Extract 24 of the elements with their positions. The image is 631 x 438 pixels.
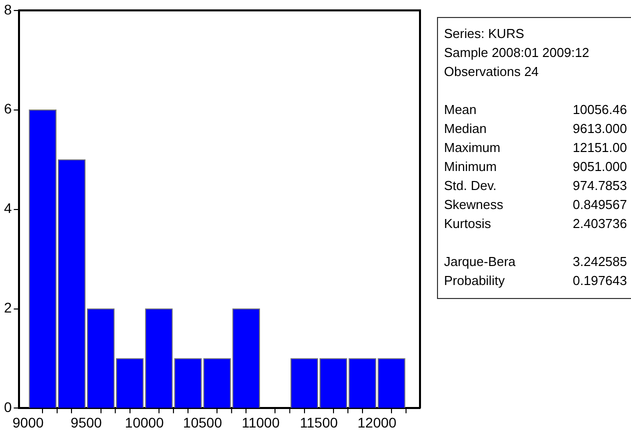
y-tick-label: 8 [4, 1, 12, 18]
x-tick-label: 10000 [124, 414, 164, 430]
text: Mean 10056.46 [444, 102, 627, 117]
y-tick-label: 4 [4, 200, 12, 216]
text: Series: KURS [444, 25, 526, 43]
x-tick-label: 10500 [183, 414, 222, 430]
text: Observations 24 [444, 63, 540, 81]
text: Skewness 0.849567 [444, 197, 627, 212]
y-tick-label: 0 [4, 399, 12, 416]
x-tick-label: 11500 [300, 414, 338, 430]
text: Minimum 9051.000 [444, 159, 627, 174]
x-tick-label: 9000 [12, 414, 44, 430]
text: Jarque-Bera 3.242585 [444, 254, 627, 269]
x-tick-label: 9500 [70, 414, 102, 430]
y-tick-label: 6 [4, 100, 12, 117]
text: Std. Dev. 974.7853 [444, 178, 627, 193]
text: Kurtosis 2.403736 [444, 216, 627, 231]
y-tick-label: 2 [4, 300, 12, 316]
x-tick-label: 12000 [358, 414, 397, 430]
x-tick-label: 11000 [242, 414, 280, 430]
text: Maximum 12151.00 [444, 140, 627, 155]
text: Sample 2008:01 2009:12 [444, 44, 590, 62]
text: Probability 0.197643 [444, 273, 627, 288]
text: Median 9613.000 [444, 121, 627, 136]
